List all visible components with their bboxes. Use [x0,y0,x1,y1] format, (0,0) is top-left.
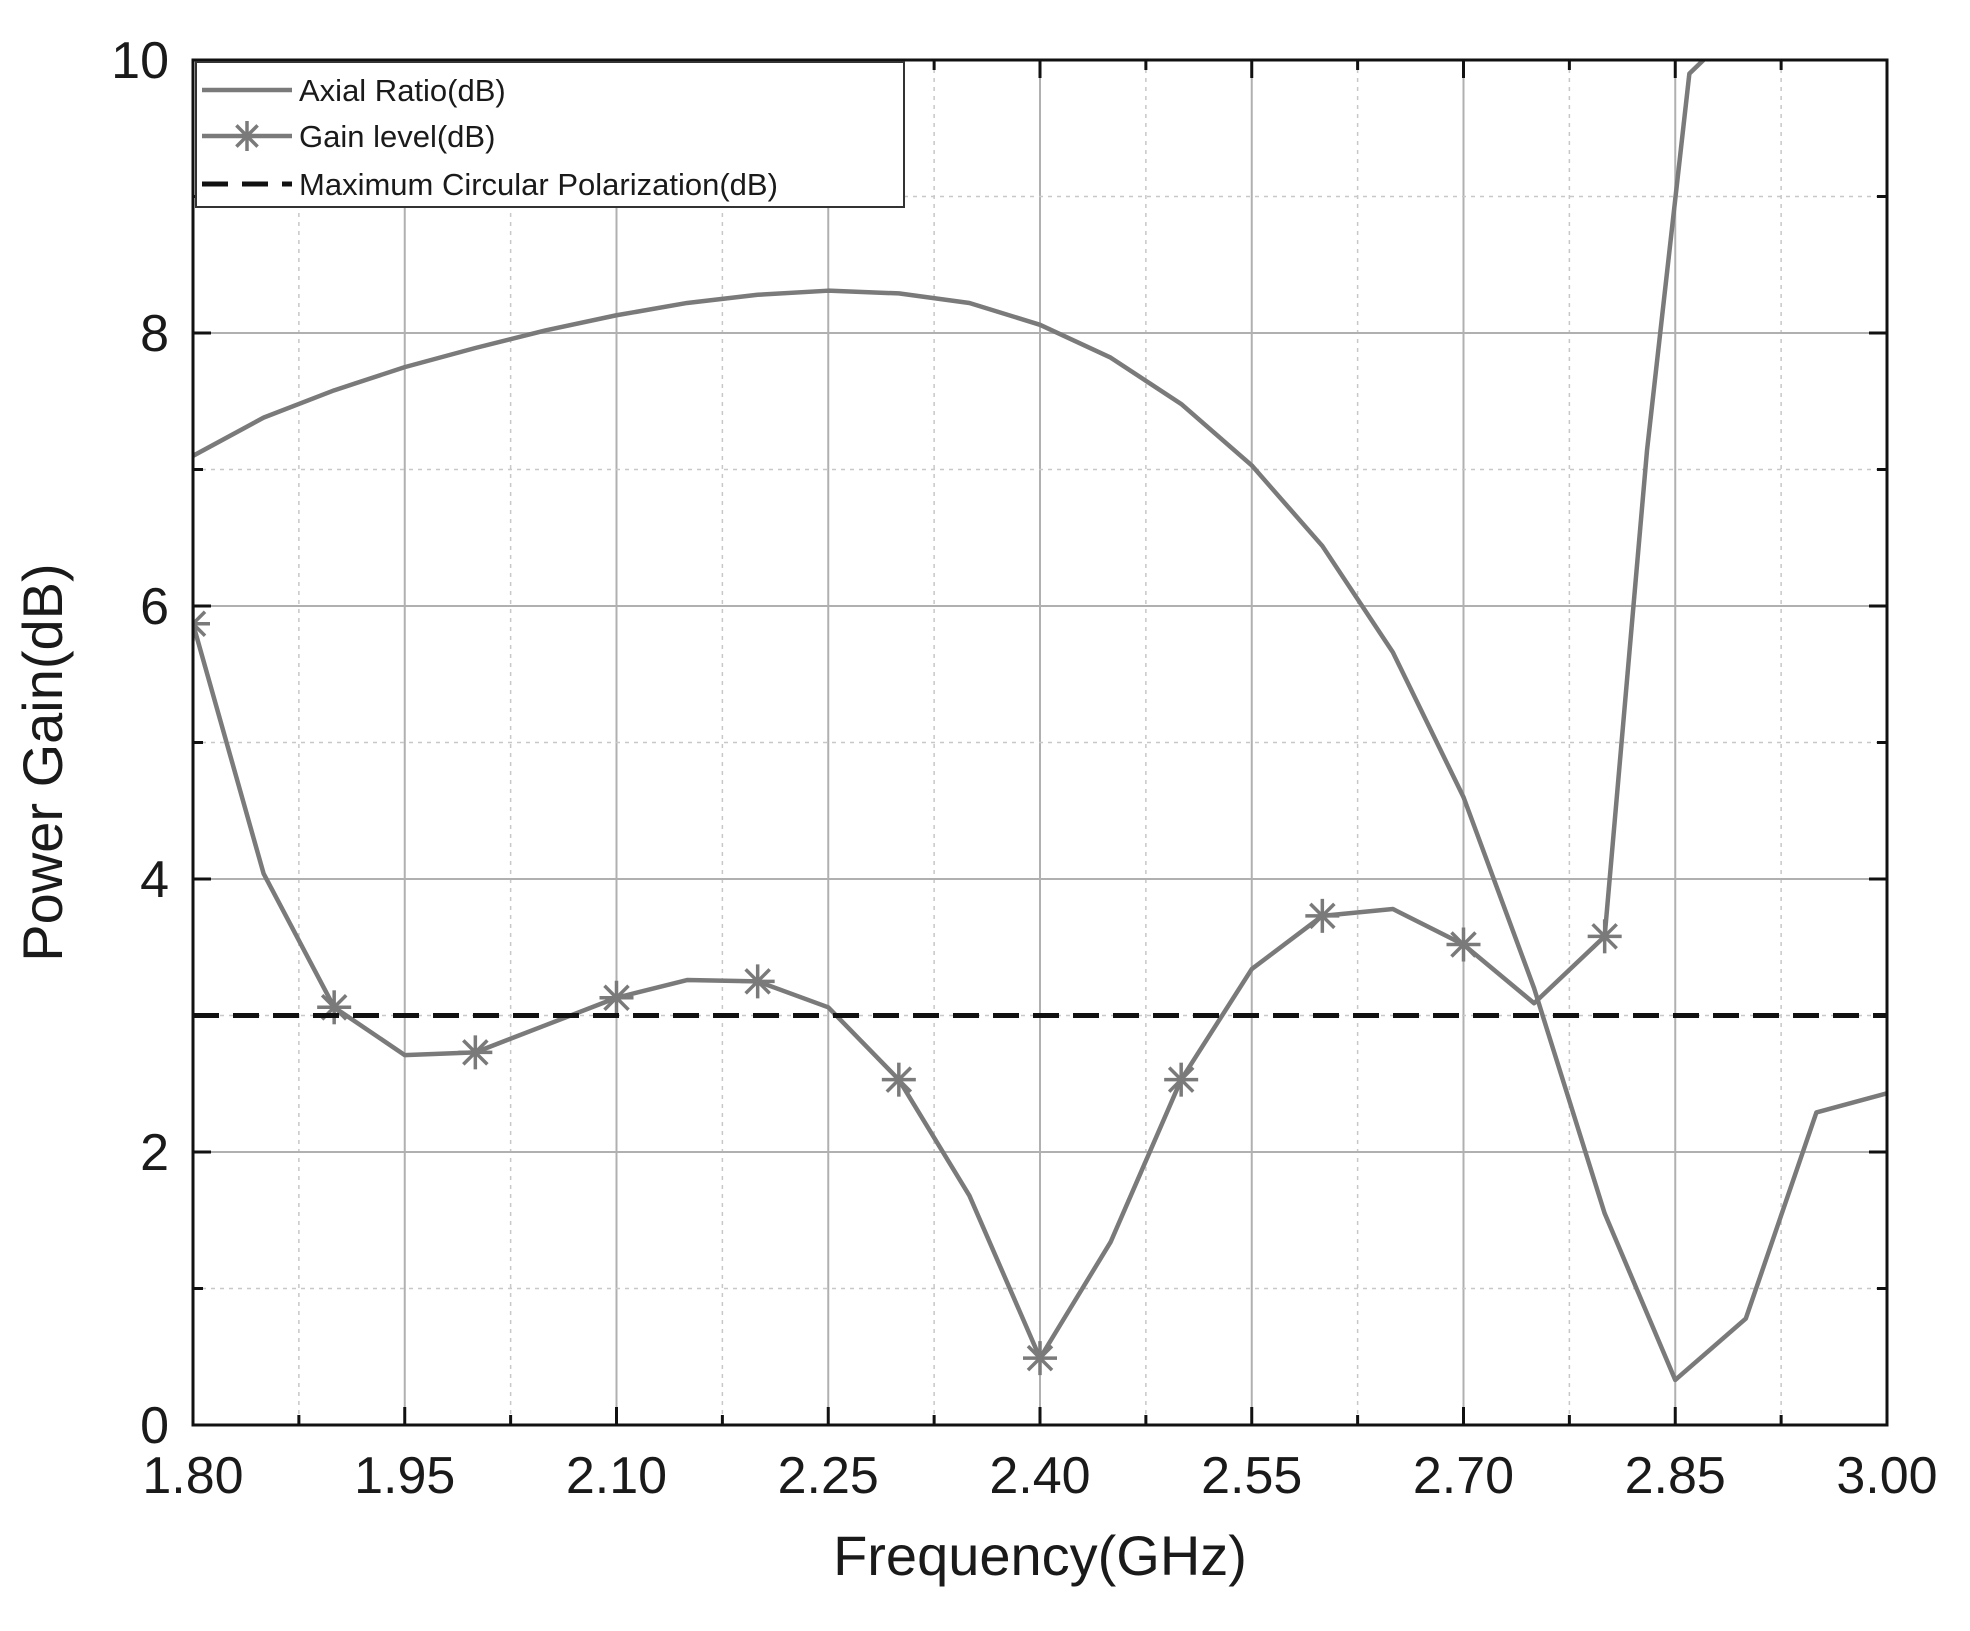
x-axis-title: Frequency(GHz) [833,1524,1247,1587]
data-point-marker [1164,1062,1199,1097]
y-tick-label: 8 [140,305,169,363]
legend: Axial Ratio(dB) Gain level(dB) Maximum C… [195,61,905,208]
x-tick-label: 2.10 [566,1447,667,1505]
y-tick-label: 6 [140,578,169,636]
series-line-0 [193,288,1887,1383]
y-tick-label: 2 [140,1124,169,1182]
x-tick-label: 1.95 [354,1447,455,1505]
data-point-marker [1587,919,1622,954]
ticks [191,58,1889,1427]
legend-marker-gain-level [232,121,262,151]
series-layer [193,60,1887,1383]
legend-box [195,61,905,208]
legend-star-icon [232,121,262,151]
data-point-marker [1446,927,1481,962]
y-axis-title: Power Gain(dB) [11,563,74,961]
x-tick-label: 2.70 [1413,1447,1514,1505]
data-point-marker [599,980,634,1015]
x-tick-label: 3.00 [1836,1447,1937,1505]
data-point-marker [881,1062,916,1097]
legend-label-max-circular-polarization: Maximum Circular Polarization(dB) [299,167,778,202]
data-point-marker [740,964,775,999]
y-tick-label: 0 [140,1397,169,1455]
y-tick-label: 4 [140,851,169,909]
y-tick-label: 10 [111,32,169,90]
x-tick-label: 1.80 [142,1447,243,1505]
x-tick-label: 2.55 [1201,1447,1302,1505]
legend-label-gain-level: Gain level(dB) [299,119,495,154]
x-tick-label: 2.40 [989,1447,1090,1505]
data-point-marker [317,990,352,1025]
series-line-1 [193,60,1706,1361]
data-point-marker [458,1035,493,1070]
grid [193,60,1887,1425]
tick-labels: 1.80 1.95 2.10 2.25 2.40 2.55 2.70 2.85 3.00 0 2 4 6… [111,32,1937,1505]
data-point-marker [1305,898,1340,933]
legend-label-axial-ratio: Axial Ratio(dB) [299,73,506,108]
data-point-marker [1023,1341,1057,1376]
x-tick-label: 2.85 [1625,1447,1726,1505]
data-point-marker [193,606,210,641]
x-tick-label: 2.25 [778,1447,879,1505]
